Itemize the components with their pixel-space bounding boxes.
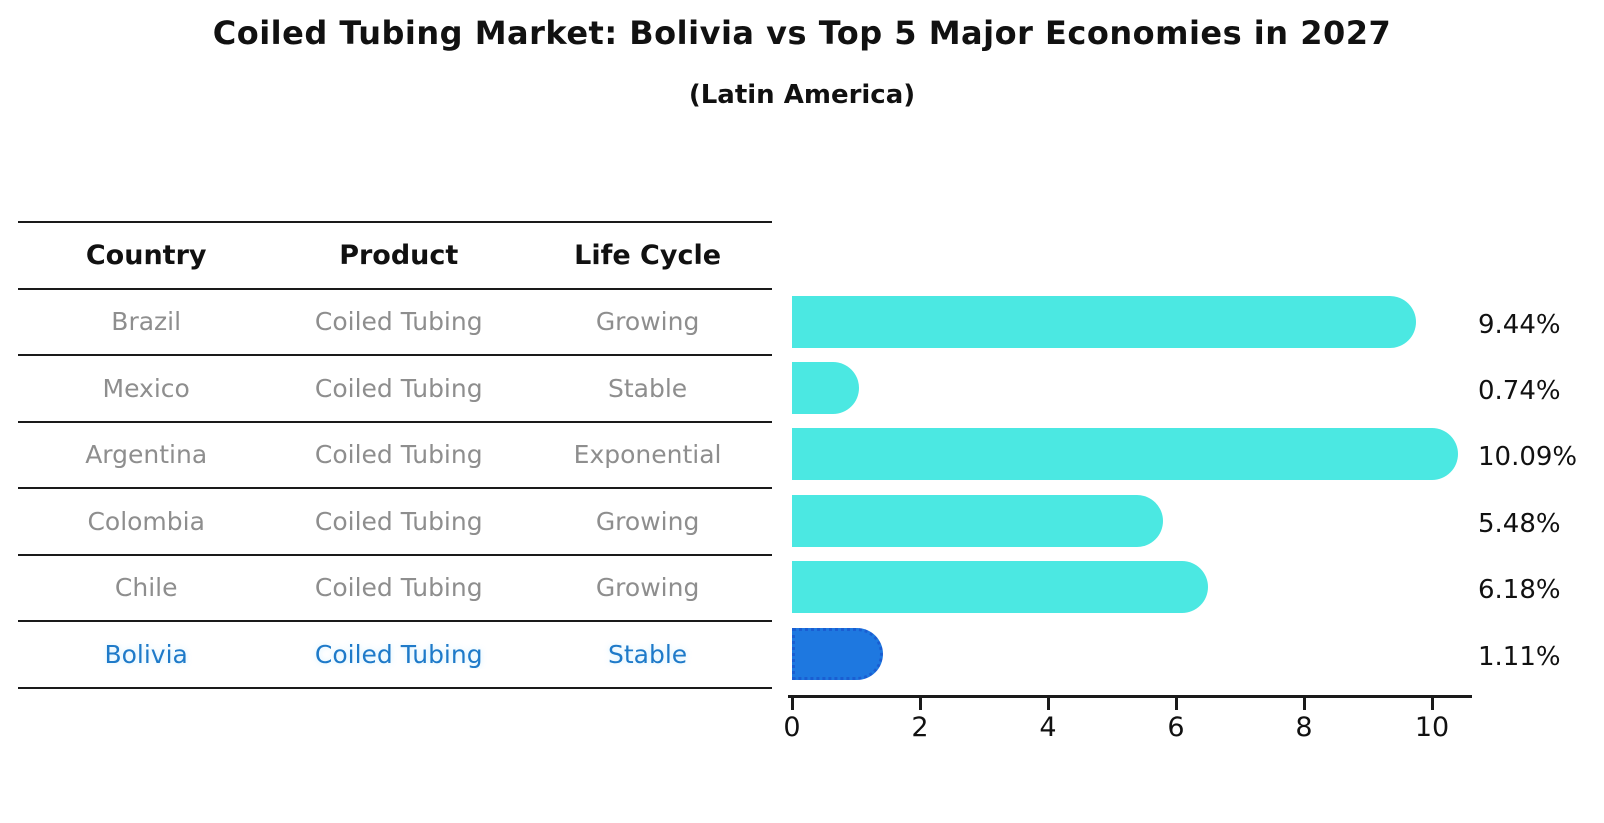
bar-mexico	[792, 361, 860, 414]
x-axis-tick	[1046, 698, 1050, 710]
cell-product: Coiled Tubing	[314, 506, 483, 536]
table-row: Argentina Coiled Tubing Exponential	[18, 423, 772, 489]
cell-lifecycle: Growing	[595, 307, 700, 337]
cell-product: Coiled Tubing	[314, 639, 483, 669]
header-cell-lifecycle: Life Cycle	[574, 239, 722, 271]
bar-value-label: 6.18%	[1478, 575, 1561, 606]
header-cell-product: Product	[339, 239, 459, 271]
cell-country: Argentina	[85, 440, 208, 470]
x-axis-tick	[1302, 698, 1306, 710]
chart-subtitle: (Latin America)	[688, 80, 916, 110]
bar-brazil	[792, 295, 1417, 348]
bar-value-label: 0.74%	[1478, 375, 1561, 406]
x-axis-tick	[790, 698, 794, 710]
x-axis-line	[788, 695, 1472, 698]
cell-lifecycle: Growing	[595, 573, 700, 603]
table-body: Brazil Coiled Tubing Growing Mexico Coil…	[18, 290, 772, 689]
cell-product: Coiled Tubing	[314, 573, 483, 603]
table-header-row: Country Product Life Cycle	[18, 223, 772, 290]
bar-bolivia	[792, 627, 884, 680]
cell-lifecycle: Exponential	[573, 440, 722, 470]
chart-title: Coiled Tubing Market: Bolivia vs Top 5 M…	[212, 14, 1392, 52]
bar-value-label: 5.48%	[1478, 508, 1561, 539]
table-row: Brazil Coiled Tubing Growing	[18, 290, 772, 356]
x-axis-tick-label: 2	[911, 712, 929, 743]
bar-colombia	[792, 494, 1163, 547]
x-axis-tick	[1430, 698, 1434, 710]
cell-product: Coiled Tubing	[314, 373, 483, 403]
bar-argentina	[792, 428, 1458, 481]
cell-country: Colombia	[87, 506, 205, 536]
cell-lifecycle: Stable	[607, 373, 688, 403]
header-cell-country: Country	[85, 239, 207, 271]
table-row: Bolivia Coiled Tubing Stable	[18, 622, 772, 689]
x-axis-tick	[1174, 698, 1178, 710]
x-axis-tick	[918, 698, 922, 710]
cell-lifecycle: Growing	[595, 506, 700, 536]
table-row: Chile Coiled Tubing Growing	[18, 556, 772, 622]
cell-country: Bolivia	[104, 639, 188, 669]
cell-country: Mexico	[102, 373, 190, 403]
data-table: Country Product Life Cycle Brazil Coiled…	[18, 221, 772, 689]
x-axis-tick-label: 8	[1295, 712, 1313, 743]
bar-value-label: 9.44%	[1478, 309, 1561, 340]
bar-chile	[792, 561, 1208, 614]
x-axis-tick-label: 4	[1039, 712, 1057, 743]
cell-product: Coiled Tubing	[314, 440, 483, 470]
x-axis-tick-label: 6	[1167, 712, 1185, 743]
x-axis-tick-label: 10	[1414, 712, 1450, 743]
cell-product: Coiled Tubing	[314, 307, 483, 337]
x-axis-tick-label: 0	[783, 712, 801, 743]
table-row: Mexico Coiled Tubing Stable	[18, 356, 772, 423]
bar-value-label: 10.09%	[1478, 442, 1578, 473]
cell-country: Chile	[114, 573, 178, 603]
cell-country: Brazil	[111, 307, 182, 337]
cell-lifecycle: Stable	[607, 639, 688, 669]
table-row: Colombia Coiled Tubing Growing	[18, 489, 772, 556]
bar-value-label: 1.11%	[1478, 641, 1561, 672]
